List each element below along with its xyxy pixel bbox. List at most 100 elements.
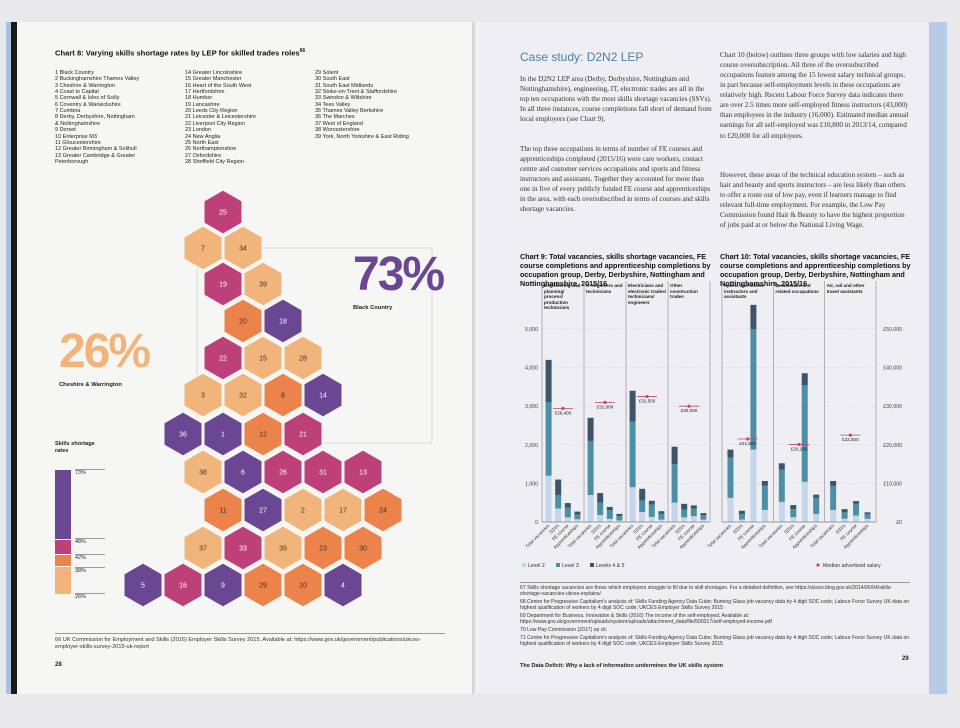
bar-segment [681,517,688,522]
legend-title: Skills shortage rates [55,441,95,454]
y-tick-label: £10,000 [883,481,902,487]
hex-cell: 38 [183,449,223,495]
x-tick-label: Total vacancies [525,523,551,549]
median-label: £20,100 [791,446,808,451]
hex-label: 22 [219,356,227,363]
hex-label: 17 [339,508,347,515]
bar-segment [853,501,860,504]
hex-label: 21 [299,432,307,439]
hex-label: 24 [379,508,387,515]
x-tick-label: Total vacancies [706,523,732,549]
lep-list-item: 24 New Anglia [185,133,221,140]
median-label: £31,000 [597,404,614,409]
lep-list-item: 22 Liverpool City Region [185,120,245,127]
case-study-heading: Case study: D2N2 LEP [520,50,644,64]
legend-swatch [522,563,526,567]
lep-list-item: 36 The Marches [315,114,355,121]
bar-segment [564,503,571,508]
hex-cell: 34 [223,225,263,271]
hex-cell: 26 [263,449,303,495]
footnote-rule [520,582,910,583]
bar-segment [830,509,837,522]
median-marker [645,394,649,399]
bar-segment [671,446,678,465]
bar-segment [564,517,571,522]
lep-list-item: 17 Hertfordshire [185,89,225,96]
lep-list-item: 30 South East [315,76,350,83]
hex-label: 11 [219,508,226,515]
hex-label: 4 [341,583,345,590]
hex-label: 25 [219,210,227,217]
y-tick-label: 1,000 [525,481,538,487]
group-label: Sports and fitness instructors and assis… [724,283,765,299]
hex-cell: 23 [303,525,343,571]
lep-list-item: 29 Solent [315,70,339,76]
y-tick-label: 3,000 [525,404,538,410]
bar-segment [597,493,604,503]
bar-segment [727,449,734,458]
hex-cell: 31 [303,449,343,495]
hex-cell: 16 [163,562,203,608]
hex-cell: 27 [243,487,283,533]
footnote: 67 Skills shortage vacancies are those w… [520,585,892,598]
median-label: £22,500 [842,437,859,442]
legend-label: 42% [75,554,105,562]
legend-swatch [55,555,71,567]
lep-list-item: 1 Black Country [55,70,94,76]
hex-label: 8 [281,393,285,400]
bar-charts: 0 1,000 2,000 3,000 4,000 5,000 Engineering an… [522,281,902,569]
bar-segment [778,469,785,502]
left-page: Chart 8: Varying skills shortage rates b… [17,22,472,694]
bar-segment [813,494,820,498]
x-tick-label: Total vacancies [651,523,677,549]
hex-label: 35 [279,546,287,553]
hex-cell: 36 [163,411,203,457]
hex-cell: 22 [203,335,243,381]
hex-cell: 10 [283,562,323,608]
lep-list-item: 37 West of England [315,120,363,127]
hex-cell: 18 [263,298,303,344]
hex-label: 23 [319,546,327,553]
lep-list-item: 20 Leeds City Region [185,108,238,115]
bar-segment [830,480,837,486]
group-label: Other construction trades [670,283,698,299]
lep-list-item: 19 Lancashire [185,101,220,108]
bar-segment [690,505,697,509]
legend-swatch [55,540,71,555]
y-tick-label: £30,000 [883,404,902,410]
bar-segment [629,421,636,488]
lep-list-item: 33 Swindon & Wiltshire [315,95,372,102]
lep-list-item: 31 South East Midlands [315,82,374,89]
bar-segment [841,512,848,519]
page-footer: The Data Deficit: Why a lack of informat… [520,663,723,669]
hex-cell: 3 [183,372,223,418]
hex-cell: 2 [283,487,323,533]
hex-cell: 1 [203,411,243,457]
bar-segment [606,510,613,519]
median-label: £32,500 [639,399,656,404]
bar-segment [778,463,785,470]
median-marker [561,406,565,411]
bar-segment [681,503,688,510]
hex-cell: 4 [323,562,363,608]
lep-list-item: 15 Greater Manchester [185,76,242,83]
lep-list-item: 18 Humber [185,95,213,102]
y-tick-label: 2,000 [525,443,538,449]
callout-low-label: Cheshire & Warrington [59,382,122,388]
paragraph-4: However, these areas of the technical ed… [720,171,906,230]
lep-list-item: 21 Leicester & Leicestershire [185,114,256,121]
bar-segment [555,479,562,495]
group-label: Electricians and electronic trades/ tech… [628,283,667,305]
legend-label: Levels 4 & 5 [596,563,625,569]
hex-label: 34 [239,246,247,253]
lep-list-item: 6 Coventry & Warwickshire [55,101,121,108]
legend-swatch [55,470,71,540]
bar-segment [727,497,734,522]
hex-cell: 8 [263,372,303,418]
right-page: Case study: D2N2 LEP In the D2N2 LEP are… [478,22,929,694]
lep-list-item: 35 Thames Valley Berkshire [315,108,384,115]
bar-segment [629,390,636,422]
y-tick-label: £40,000 [883,366,902,372]
hex-cell: 28 [283,335,323,381]
